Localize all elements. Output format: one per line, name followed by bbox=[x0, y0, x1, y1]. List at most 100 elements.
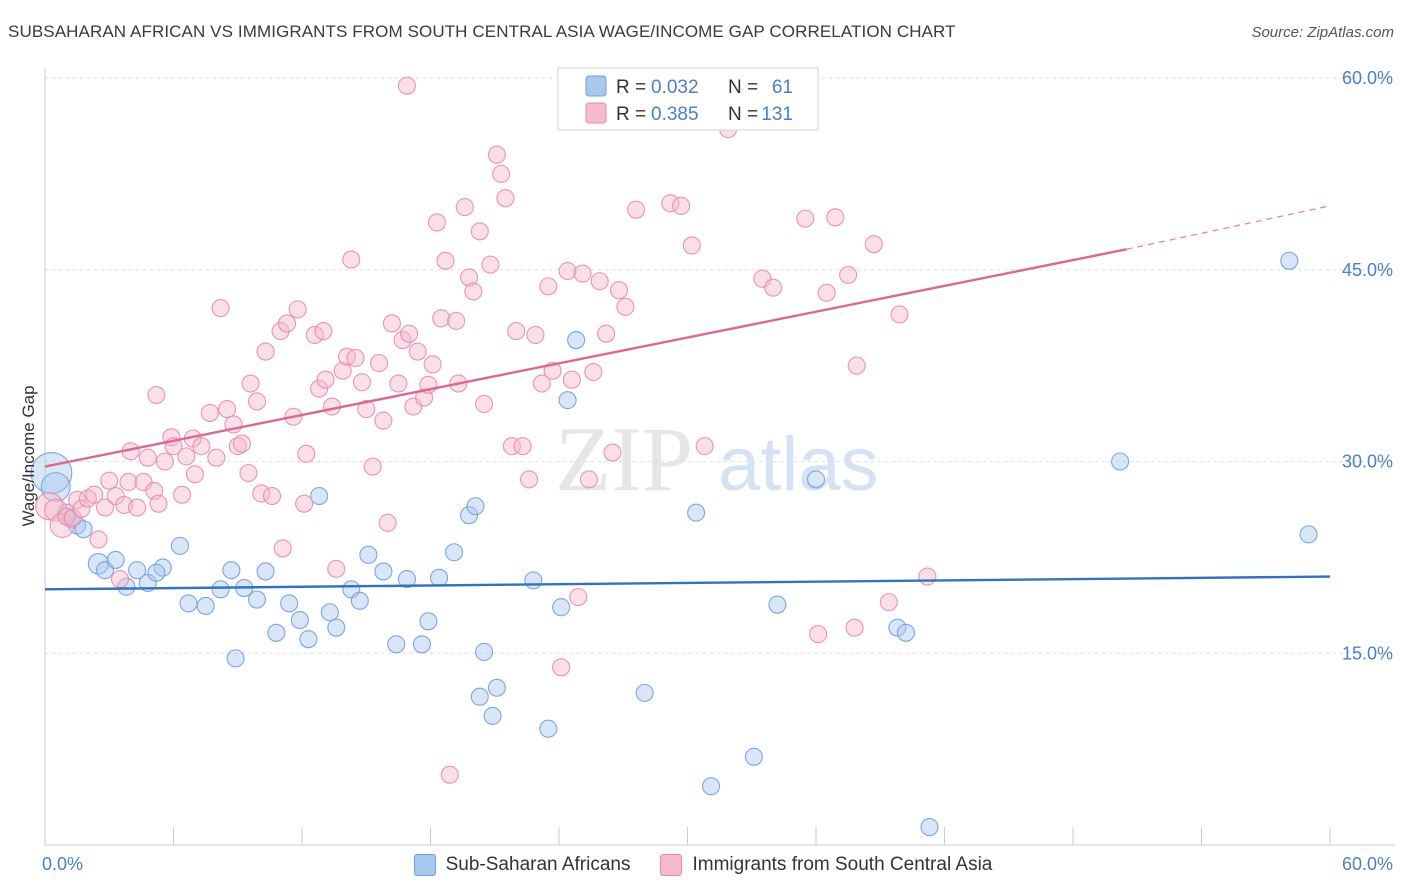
point-pink-127 bbox=[879, 593, 898, 612]
axes bbox=[44, 68, 1395, 846]
point-pink-85 bbox=[470, 222, 489, 241]
point-pink-112 bbox=[661, 194, 680, 213]
point-pink-97 bbox=[539, 277, 558, 296]
point-blue-43 bbox=[470, 687, 489, 706]
legend-swatch-pink-bottom bbox=[660, 854, 683, 876]
point-blue-56 bbox=[806, 470, 826, 489]
point-blue-60 bbox=[1111, 452, 1130, 471]
point-pink-82 bbox=[455, 198, 474, 217]
watermark: ZIP atlas bbox=[555, 408, 879, 510]
point-blue-46 bbox=[524, 571, 543, 590]
point-blue-31 bbox=[350, 591, 369, 610]
point-blue-28 bbox=[320, 603, 339, 622]
point-blue-57 bbox=[888, 618, 907, 637]
point-blue-14 bbox=[170, 536, 189, 555]
point-blue-37 bbox=[419, 612, 438, 631]
point-pink-30 bbox=[192, 437, 211, 456]
point-blue-50 bbox=[567, 331, 586, 350]
point-blue-27 bbox=[310, 486, 329, 506]
point-blue-6 bbox=[87, 553, 110, 575]
point-pink-123 bbox=[839, 265, 858, 284]
point-pink-27 bbox=[177, 447, 196, 466]
point-pink-22 bbox=[155, 452, 174, 471]
point-blue-48 bbox=[552, 598, 571, 617]
point-pink-26 bbox=[173, 485, 192, 504]
point-blue-54 bbox=[744, 747, 763, 766]
point-pink-100 bbox=[558, 261, 577, 281]
point-pink-109 bbox=[609, 281, 629, 300]
legend-n-value-pink: 131 bbox=[761, 104, 793, 125]
point-pink-49 bbox=[295, 494, 314, 513]
point-pink-1 bbox=[44, 498, 68, 522]
point-blue-23 bbox=[267, 623, 286, 642]
point-blue-29 bbox=[327, 618, 346, 637]
point-pink-3 bbox=[57, 507, 76, 526]
point-pink-59 bbox=[342, 250, 361, 269]
point-pink-110 bbox=[616, 297, 635, 316]
point-pink-43 bbox=[262, 486, 282, 506]
legend-top: R = 0.032 N = 61 R = 0.385 N = 131 bbox=[557, 67, 819, 131]
point-pink-126 bbox=[864, 235, 883, 254]
point-blue-35 bbox=[397, 570, 416, 589]
point-pink-88 bbox=[487, 145, 506, 164]
point-blue-19 bbox=[226, 649, 245, 668]
y-tick-label-15: 15.0% bbox=[1342, 643, 1393, 663]
legend-label-south-central-asia: Immigrants from South Central Asia bbox=[692, 854, 993, 875]
point-pink-31 bbox=[200, 403, 219, 422]
point-blue-32 bbox=[359, 545, 378, 564]
point-pink-56 bbox=[327, 559, 346, 578]
point-pink-119 bbox=[796, 209, 815, 228]
point-pink-50 bbox=[297, 444, 316, 463]
point-pink-62 bbox=[357, 400, 376, 419]
point-pink-108 bbox=[603, 443, 622, 462]
point-blue-52 bbox=[687, 503, 706, 522]
point-pink-99 bbox=[552, 658, 571, 677]
point-blue-22 bbox=[256, 562, 275, 581]
legend-swatch-pink bbox=[585, 102, 607, 124]
point-pink-8 bbox=[85, 485, 104, 504]
point-pink-95 bbox=[526, 325, 545, 344]
point-blue-39 bbox=[445, 543, 464, 562]
point-pink-34 bbox=[217, 400, 237, 419]
point-pink-80 bbox=[447, 311, 466, 330]
legend-r-value-pink: 0.385 bbox=[651, 104, 699, 125]
point-pink-68 bbox=[389, 374, 408, 393]
point-pink-65 bbox=[374, 411, 393, 430]
point-blue-59 bbox=[920, 818, 939, 837]
point-blue-26 bbox=[299, 630, 318, 649]
legend-n-label-pink: N = bbox=[728, 104, 758, 125]
point-pink-76 bbox=[427, 213, 446, 232]
point-pink-21 bbox=[149, 494, 168, 513]
point-pink-45 bbox=[273, 539, 292, 558]
point-blue-16 bbox=[196, 596, 215, 616]
source-credit: Source: ZipAtlas.com bbox=[1251, 24, 1394, 41]
point-pink-83 bbox=[459, 268, 479, 287]
point-pink-51 bbox=[305, 325, 324, 344]
point-pink-96 bbox=[532, 374, 551, 393]
x-tick-label-0: 0.0% bbox=[42, 854, 83, 874]
point-blue-41 bbox=[466, 497, 485, 516]
point-blue-38 bbox=[430, 568, 449, 587]
trend-line-pink-extension bbox=[1126, 205, 1331, 250]
point-pink-17 bbox=[128, 498, 147, 517]
point-pink-114 bbox=[682, 236, 701, 255]
y-tick-label-30: 30.0% bbox=[1342, 452, 1393, 472]
point-blue-13 bbox=[147, 563, 166, 582]
chart-title: SUBSAHARAN AFRICAN VS IMMIGRANTS FROM SO… bbox=[8, 22, 956, 41]
legend-bottom: Sub-Saharan Africans Immigrants from Sou… bbox=[0, 850, 1406, 880]
point-pink-130 bbox=[397, 76, 416, 95]
point-blue-10 bbox=[128, 561, 147, 580]
point-pink-40 bbox=[247, 392, 267, 411]
point-pink-105 bbox=[584, 362, 603, 382]
y-tick-label-60: 60.0% bbox=[1342, 68, 1393, 88]
watermark-zip: ZIP bbox=[555, 408, 693, 510]
point-pink-78 bbox=[436, 251, 455, 270]
point-pink-107 bbox=[597, 324, 616, 343]
point-pink-66 bbox=[378, 513, 397, 532]
point-blue-15 bbox=[179, 594, 198, 613]
point-blue-1 bbox=[40, 472, 71, 503]
point-blue-47 bbox=[539, 719, 558, 738]
point-blue-44 bbox=[487, 678, 506, 697]
point-pink-29 bbox=[185, 465, 204, 484]
